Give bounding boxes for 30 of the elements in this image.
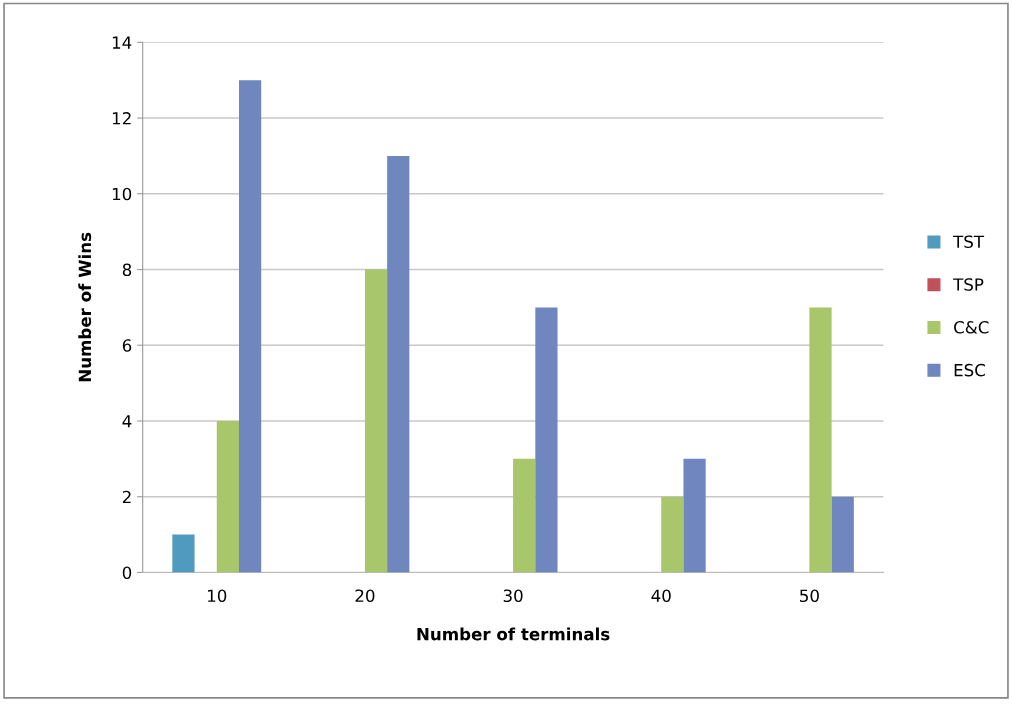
bar	[216, 420, 239, 573]
x-tick-label: 20	[355, 589, 375, 603]
x-tick-label: 50	[800, 589, 819, 603]
y-tick-label: 0	[122, 566, 132, 580]
x-tick-label: 10	[208, 589, 227, 603]
y-tick-label: 4	[122, 415, 132, 428]
y-tick-label: 12	[112, 112, 131, 125]
bar	[809, 307, 832, 573]
x-axis-title: Number of terminals	[417, 627, 610, 641]
bar	[683, 458, 706, 573]
legend-label: TST	[953, 235, 985, 249]
bar	[387, 155, 410, 573]
bar	[661, 496, 684, 573]
y-tick-label: 8	[122, 263, 132, 277]
y-tick-label: 6	[122, 339, 132, 352]
bar	[831, 496, 854, 573]
y-tick-label: 2	[122, 490, 131, 504]
bar	[238, 80, 262, 573]
legend-label: TSP	[953, 278, 984, 291]
bar	[172, 534, 195, 573]
legend-label: C&C	[954, 321, 989, 334]
x-tick-label: 30	[503, 589, 523, 603]
y-axis-title: Number of Wins	[78, 232, 92, 382]
bar	[513, 458, 536, 573]
bar	[364, 269, 388, 573]
bar	[535, 307, 558, 573]
legend-label: ESC	[954, 363, 985, 377]
y-tick-label: 10	[112, 187, 132, 201]
y-tick-label: 14	[112, 36, 132, 49]
x-tick-label: 40	[651, 589, 671, 603]
